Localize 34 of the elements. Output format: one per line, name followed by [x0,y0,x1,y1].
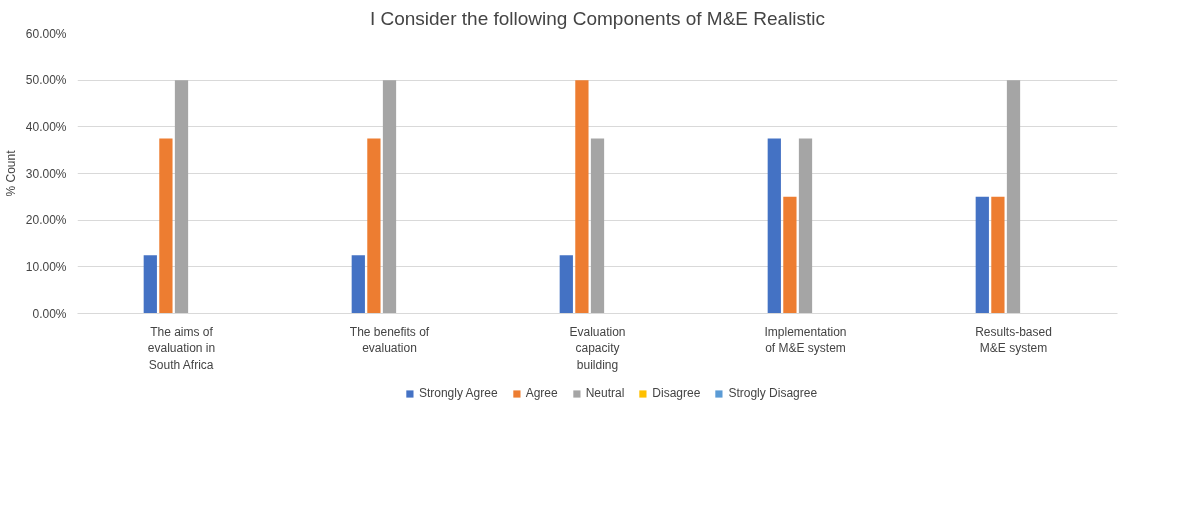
y-tick-label: 50.00% [25,73,67,88]
bar [351,255,365,314]
bar [975,196,989,314]
bar [783,196,797,314]
legend-label: Strogly Disagree [728,386,818,400]
bar [575,80,589,314]
bar [1006,80,1021,314]
y-tick-label: 60.00% [25,26,67,41]
x-tick-label: The benefits of evaluation [349,324,430,356]
bar [382,80,397,314]
legend-label: Disagree [652,386,701,400]
bar [798,138,813,314]
x-tick-label: Implementation of M&E system [764,324,847,356]
legend-label: Strongly Agree [418,386,498,400]
x-tick-label: Evaluation capacity building [569,324,626,373]
bar [590,138,605,314]
y-tick-label: 30.00% [25,166,67,181]
bar [991,196,1005,314]
y-tick-label: 40.00% [25,119,67,134]
bar [174,80,189,314]
bar [143,255,157,314]
legend-label: Neutral [585,386,625,400]
y-tick-label: 20.00% [25,213,67,228]
y-tick-label: 10.00% [25,259,67,274]
bar [767,138,781,314]
bar [367,138,381,314]
y-tick-label: 0.00% [32,306,67,321]
y-axis-title: % Count [3,149,18,197]
legend-label: Agree [525,386,558,400]
bar [159,138,173,314]
bar [559,255,573,314]
x-tick-label: Results-based M&E system [975,324,1052,356]
x-tick-label: The aims of evaluation in South Africa [147,324,216,373]
chart-title: I Consider the following Components of M&E Realistic [369,7,826,29]
